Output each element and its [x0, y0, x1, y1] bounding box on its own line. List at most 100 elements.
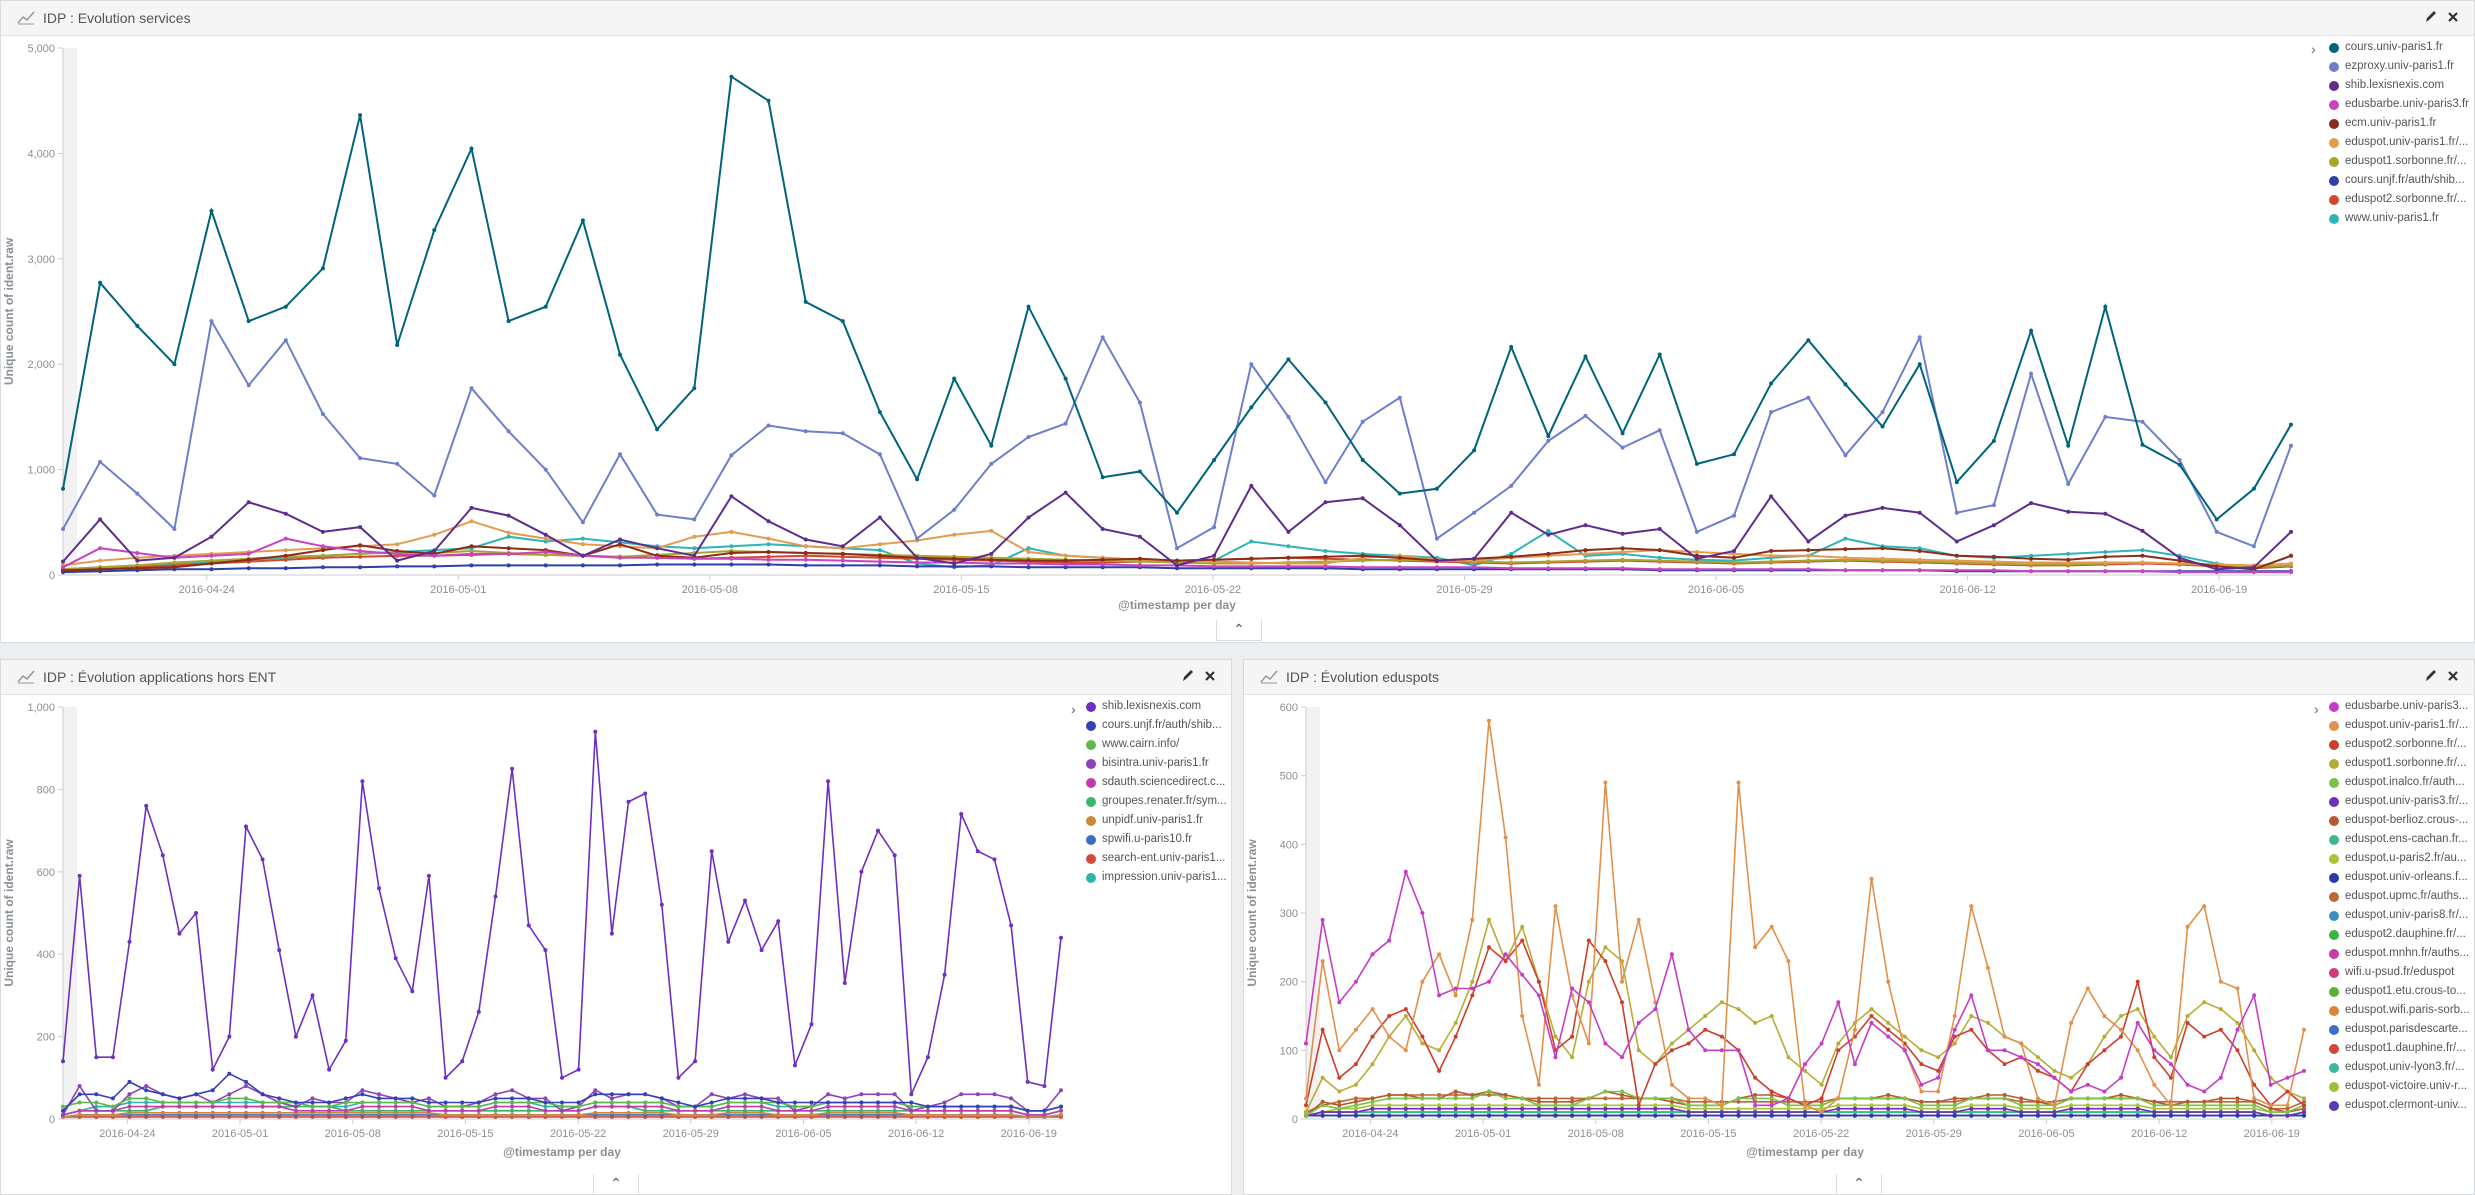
data-point[interactable] [506, 534, 511, 539]
data-point[interactable] [1360, 553, 1365, 558]
data-point[interactable] [1736, 1110, 1741, 1115]
data-point[interactable] [692, 546, 697, 551]
data-point[interactable] [77, 1092, 82, 1097]
data-point[interactable] [393, 1108, 398, 1113]
data-point[interactable] [759, 1108, 764, 1113]
data-point[interactable] [1603, 1103, 1608, 1108]
data-point[interactable] [432, 532, 437, 537]
data-point[interactable] [1009, 1096, 1014, 1101]
data-point[interactable] [377, 1108, 381, 1113]
data-point[interactable] [1852, 1106, 1857, 1111]
data-point[interactable] [110, 1108, 115, 1113]
data-point[interactable] [2302, 1068, 2306, 1073]
data-point[interactable] [543, 1112, 548, 1117]
data-point[interactable] [135, 491, 140, 496]
data-point[interactable] [803, 544, 808, 549]
data-point[interactable] [1819, 1110, 1824, 1115]
data-point[interactable] [1620, 979, 1624, 984]
data-point[interactable] [310, 993, 315, 998]
data-point[interactable] [1487, 979, 1491, 984]
data-point[interactable] [2085, 1082, 2090, 1087]
legend-item[interactable]: cours.univ-paris1.fr [2329, 38, 2469, 57]
data-point[interactable] [1453, 1034, 1458, 1039]
data-point[interactable] [1603, 1106, 1608, 1111]
data-point[interactable] [1249, 560, 1254, 565]
data-point[interactable] [1653, 1007, 1658, 1012]
legend-item[interactable]: www.univ-paris1.fr [2329, 209, 2469, 228]
data-point[interactable] [2268, 1110, 2273, 1115]
data-point[interactable] [1586, 1106, 1591, 1111]
data-point[interactable] [283, 557, 288, 562]
data-point[interactable] [144, 1104, 149, 1109]
data-point[interactable] [1212, 564, 1217, 569]
legend-item[interactable]: eduspot2.dauphine.fr/... [2329, 925, 2471, 944]
data-point[interactable] [244, 824, 248, 829]
close-icon[interactable] [2446, 9, 2460, 25]
data-point[interactable] [1736, 1048, 1741, 1053]
data-point[interactable] [2135, 1096, 2140, 1101]
data-point[interactable] [1487, 1106, 1491, 1111]
data-point[interactable] [1769, 1089, 1774, 1094]
data-point[interactable] [643, 1100, 648, 1105]
data-point[interactable] [2202, 1089, 2207, 1094]
data-point[interactable] [643, 1108, 648, 1113]
data-point[interactable] [975, 1112, 980, 1117]
data-point[interactable] [1902, 1096, 1907, 1101]
data-point[interactable] [1952, 1113, 1957, 1118]
data-point[interactable] [1786, 1106, 1791, 1111]
data-point[interactable] [1886, 1093, 1891, 1097]
data-point[interactable] [1836, 1106, 1841, 1111]
data-point[interactable] [2102, 1048, 2107, 1053]
data-point[interactable] [2103, 511, 2108, 516]
data-point[interactable] [1936, 1089, 1941, 1094]
data-point[interactable] [2214, 529, 2219, 534]
data-point[interactable] [2168, 1062, 2173, 1067]
data-point[interactable] [1175, 510, 1179, 515]
data-point[interactable] [358, 551, 363, 556]
data-point[interactable] [127, 1100, 132, 1105]
data-point[interactable] [1669, 1082, 1674, 1087]
legend-toggle-icon[interactable]: › [1071, 701, 1076, 717]
data-point[interactable] [2268, 1113, 2273, 1118]
data-point[interactable] [469, 146, 474, 151]
data-point[interactable] [1769, 567, 1774, 572]
data-point[interactable] [1042, 1084, 1047, 1088]
data-point[interactable] [1360, 565, 1365, 570]
data-point[interactable] [293, 1104, 298, 1109]
edit-icon[interactable] [2424, 9, 2438, 25]
data-point[interactable] [1686, 1096, 1691, 1101]
data-point[interactable] [655, 427, 660, 432]
data-point[interactable] [1836, 1113, 1841, 1118]
data-point[interactable] [1694, 529, 1699, 534]
data-point[interactable] [992, 1104, 997, 1109]
data-point[interactable] [1917, 568, 1922, 573]
data-point[interactable] [1370, 1106, 1375, 1111]
data-point[interactable] [1653, 1110, 1658, 1115]
data-point[interactable] [210, 1104, 215, 1109]
data-point[interactable] [1470, 917, 1475, 922]
data-point[interactable] [1249, 556, 1254, 561]
data-point[interactable] [2168, 1106, 2173, 1111]
data-point[interactable] [2235, 1113, 2240, 1118]
data-point[interactable] [493, 1100, 498, 1105]
data-point[interactable] [1636, 917, 1641, 922]
data-point[interactable] [1952, 1110, 1957, 1115]
data-point[interactable] [395, 551, 400, 556]
data-point[interactable] [2214, 517, 2219, 522]
data-point[interactable] [1353, 1099, 1358, 1104]
data-point[interactable] [925, 1104, 930, 1109]
data-point[interactable] [1753, 1075, 1758, 1080]
data-point[interactable] [1453, 1103, 1458, 1108]
data-point[interactable] [1437, 1093, 1442, 1097]
legend-item[interactable]: eduspot1.etu.crous-to... [2329, 982, 2471, 1001]
data-point[interactable] [110, 1055, 115, 1060]
data-point[interactable] [1806, 548, 1811, 553]
legend-item[interactable]: ecm.univ-paris1.fr [2329, 114, 2469, 133]
data-point[interactable] [1786, 1055, 1791, 1060]
data-point[interactable] [2152, 1099, 2157, 1104]
data-point[interactable] [1453, 1106, 1458, 1111]
data-point[interactable] [1732, 555, 1736, 560]
data-point[interactable] [2285, 1110, 2290, 1115]
data-point[interactable] [1470, 1103, 1475, 1108]
data-point[interactable] [659, 1096, 664, 1101]
